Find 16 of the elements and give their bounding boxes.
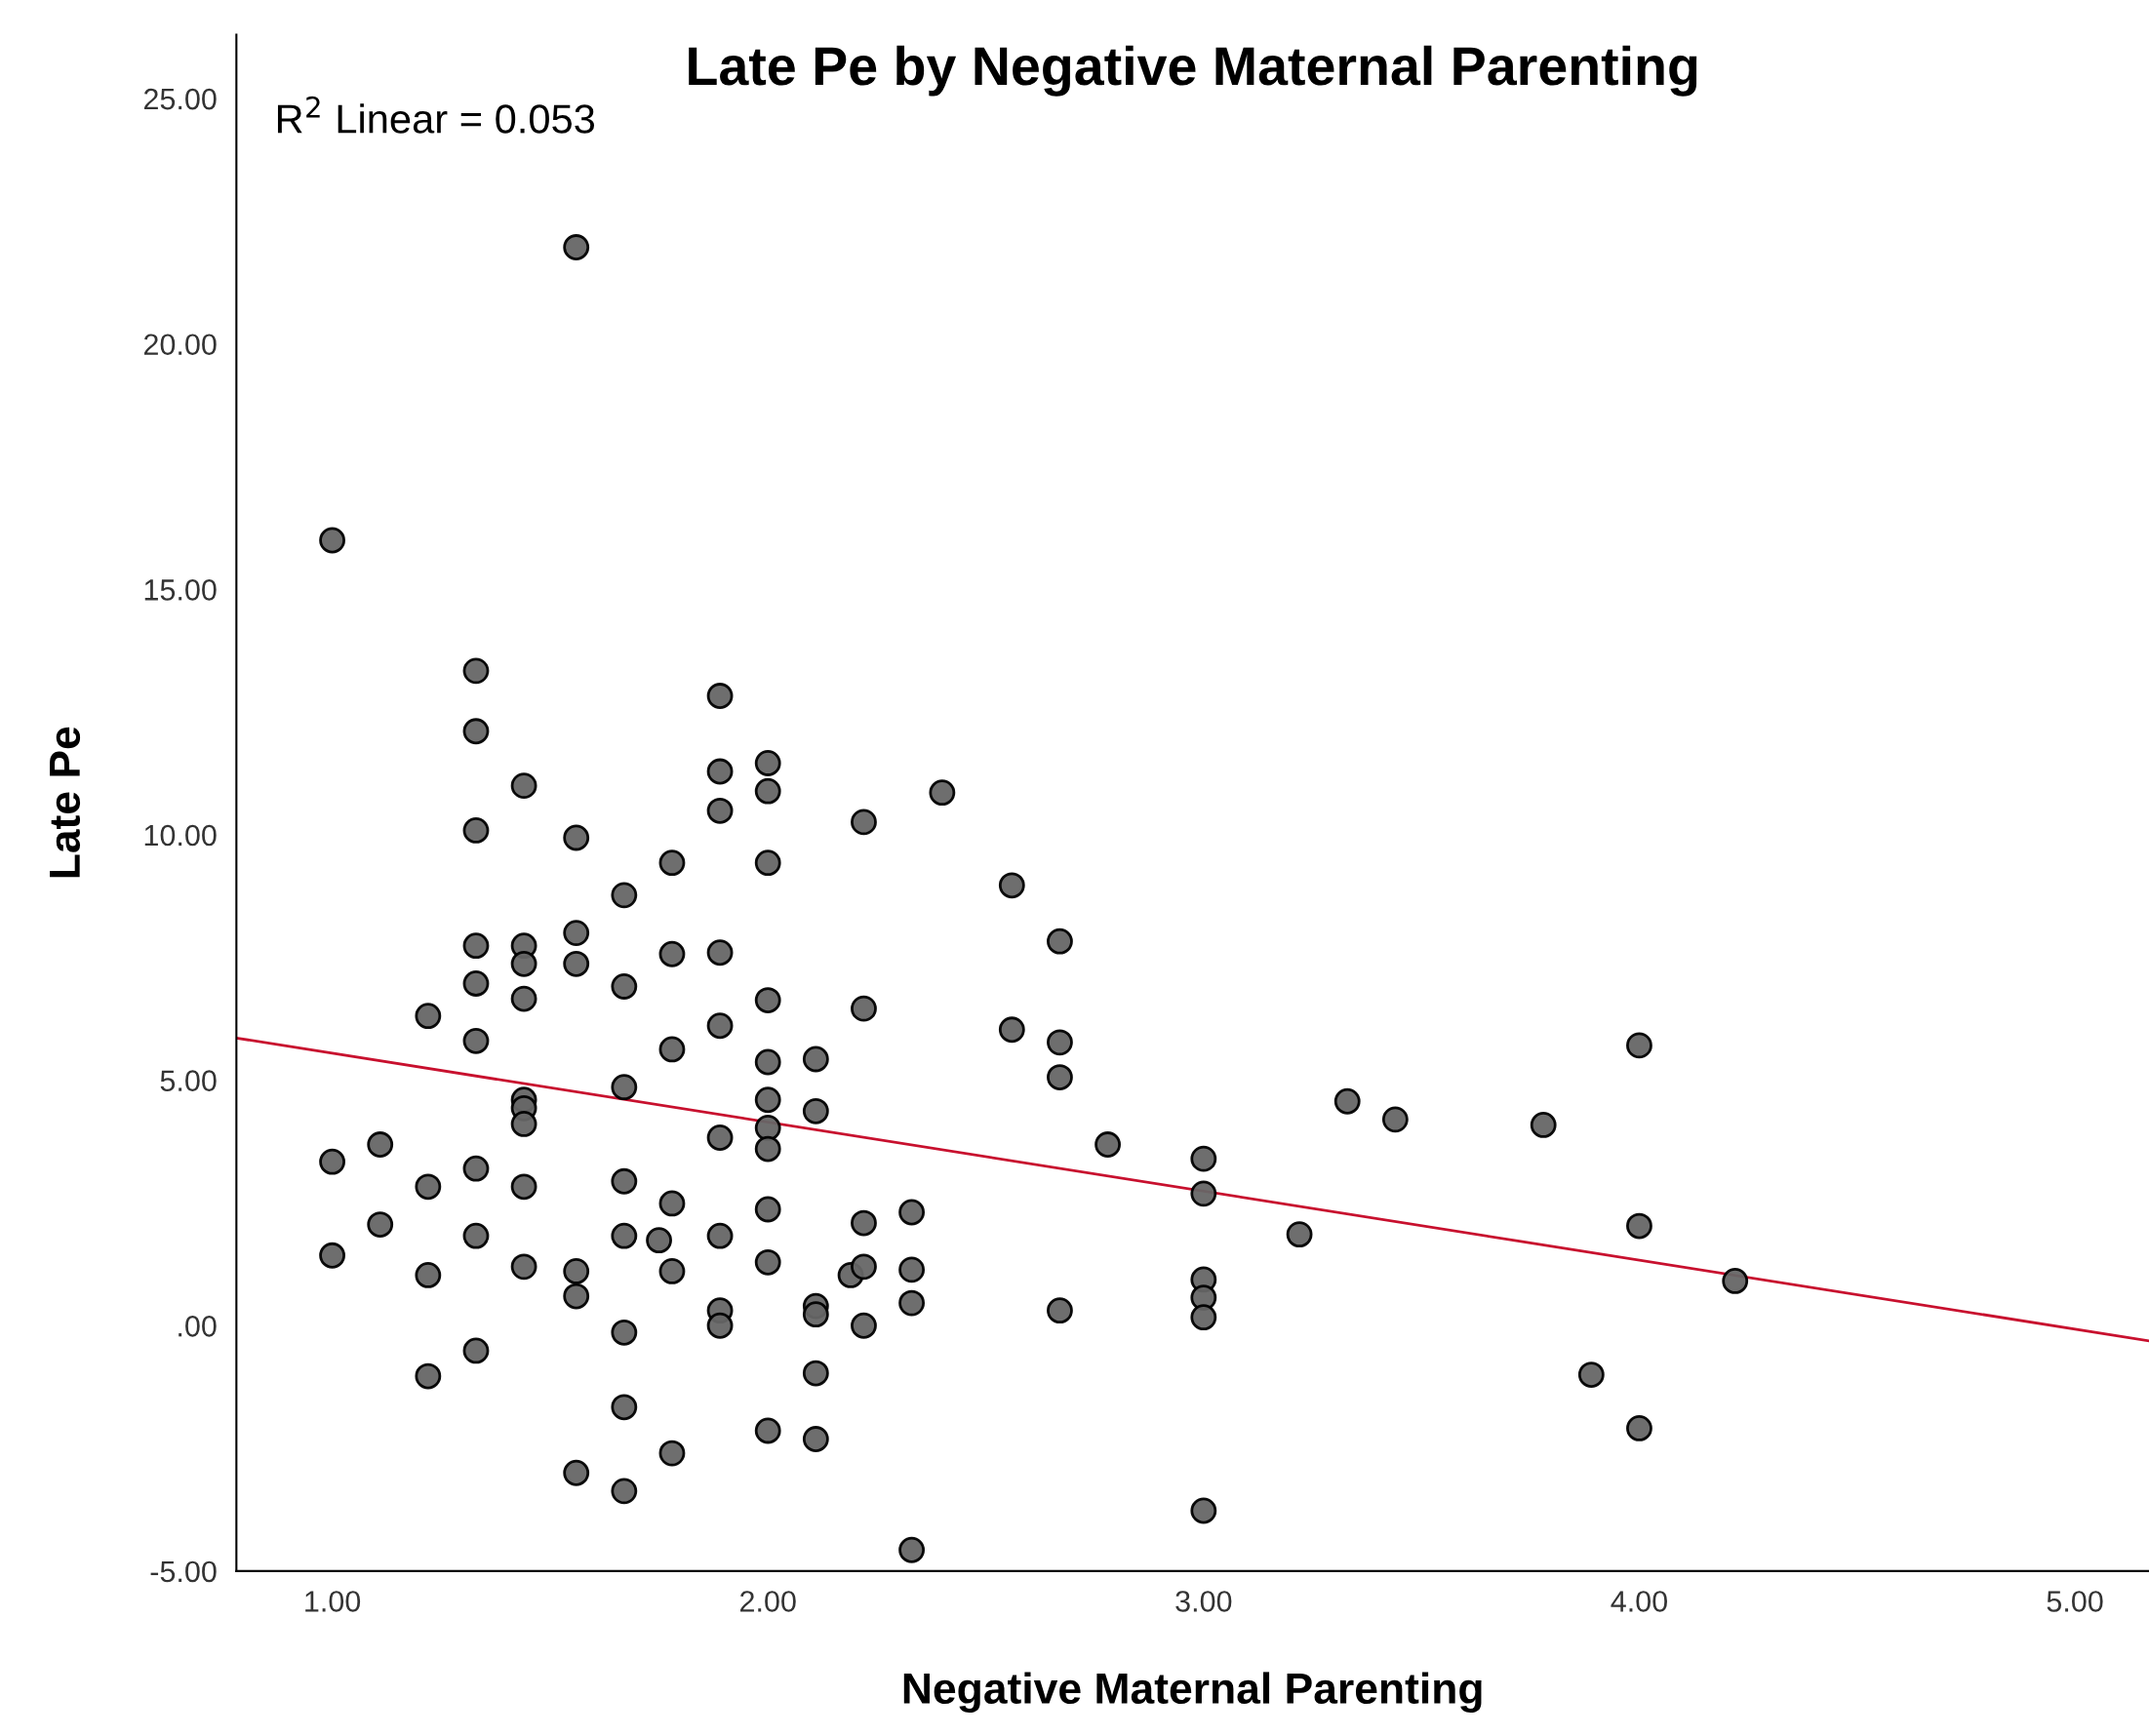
y-tick-label: 20.00: [143, 334, 217, 356]
y-tick-label: 25.00: [143, 88, 217, 110]
x-tick-label: 5.00: [2047, 1591, 2103, 1612]
y-tick-label: 15.00: [144, 579, 217, 601]
y-tick-label: .00: [179, 1315, 217, 1337]
y-tick-label: 5.00: [160, 1070, 217, 1091]
annotation: R$^{2}$ Linear = 0.053: [277, 96, 595, 134]
x-tick-label: 2.00: [740, 1591, 796, 1612]
x-tick-label: 3.00: [1175, 1591, 1232, 1612]
x-tick-label: 4.00: [1611, 1591, 1667, 1612]
x-axis-title: Negative Maternal Parenting: [903, 1672, 1482, 1714]
y-axis-title: Late Pe: [50, 727, 81, 878]
y-tick-label: 10.00: [144, 824, 217, 847]
y-tick-label: -5.00: [150, 1560, 217, 1583]
chart-title: Late Pe by Negative Maternal Parenting: [689, 45, 1697, 97]
x-tick-label: 1.00: [305, 1591, 361, 1612]
